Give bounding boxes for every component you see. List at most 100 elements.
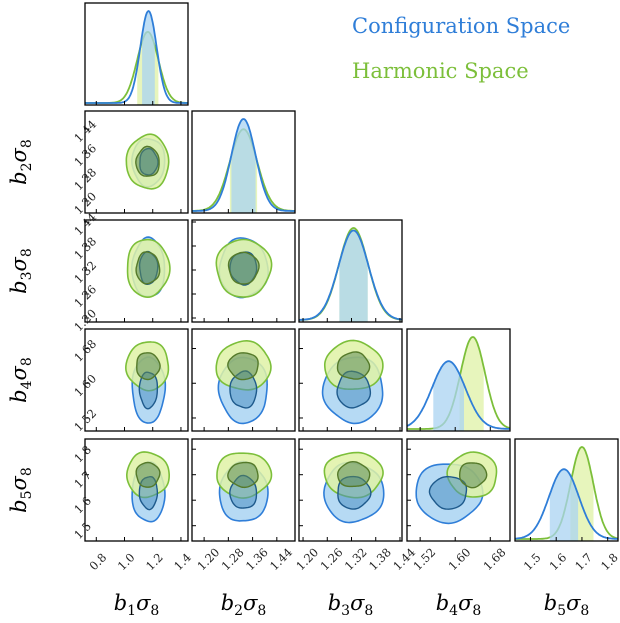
y-axis-title-4: b4σ8	[7, 357, 35, 403]
panel-2-2	[191, 110, 296, 214]
marginal-curve-configuration	[299, 229, 402, 321]
panel-5-3	[298, 438, 403, 542]
panel-frame	[298, 328, 403, 432]
marginal-fill-configuration	[339, 230, 368, 322]
y-tick-label: 1.28	[71, 165, 99, 193]
marginal-fill-configuration	[142, 11, 155, 105]
x-tick-label: 1.52	[410, 545, 438, 573]
x-tick-label: 0.8	[87, 550, 110, 573]
x-tick-label: 1.26	[318, 545, 346, 573]
y-axis-title-3: b3σ8	[7, 248, 35, 294]
x-tick-label: 1.8	[598, 550, 620, 573]
x-axis-title-3: b3σ8	[328, 591, 374, 619]
panel-4-3	[298, 328, 403, 432]
x-tick-label: 1.20	[194, 545, 222, 573]
panel-frame	[84, 438, 189, 542]
y-tick-label: 1.60	[71, 371, 99, 399]
y-tick-label: 1.20	[71, 306, 99, 334]
panel-4-4	[406, 328, 511, 432]
x-tick-label: 1.36	[243, 545, 271, 573]
x-tick-label: 1.4	[171, 550, 194, 573]
panel-5-2	[191, 438, 296, 542]
y-tick-label: 1.44	[71, 210, 99, 238]
marginal-fill-configuration	[231, 119, 256, 213]
y-tick-label: 1.38	[71, 234, 99, 262]
contour-68-harmonic	[227, 461, 259, 489]
panel-5-4	[406, 438, 511, 542]
panel-frame	[84, 110, 189, 214]
panel-4-1	[84, 328, 189, 432]
legend-harmonic: Harmonic Space	[352, 59, 529, 83]
y-tick-label: 1.8	[71, 442, 94, 465]
marginal-fill-configuration	[549, 469, 579, 541]
contour-68-harmonic	[336, 460, 371, 488]
panel-1-1	[84, 2, 189, 106]
contour-68-configuration	[428, 475, 468, 510]
marginal-curve-configuration	[85, 9, 188, 104]
x-tick-label: 1.20	[293, 545, 321, 573]
contour-68-harmonic	[458, 462, 488, 489]
y-axis-title-2: b2σ8	[7, 139, 35, 185]
contour-68-harmonic	[227, 251, 260, 285]
y-tick-label: 1.68	[71, 337, 99, 365]
y-axis-title-5: b5σ8	[7, 467, 35, 513]
contour-68-harmonic	[136, 352, 161, 381]
panel-frame	[191, 219, 296, 323]
panel-3-1	[84, 219, 189, 323]
panel-3-2	[191, 219, 296, 323]
contour-68-harmonic	[135, 145, 160, 177]
x-axis-title-2: b2σ8	[221, 591, 267, 619]
x-tick-label: 1.44	[267, 545, 295, 573]
panel-3-3	[298, 219, 403, 323]
x-tick-label: 1.68	[481, 545, 509, 573]
x-tick-label: 1.2	[143, 550, 166, 573]
y-tick-label: 1.26	[71, 282, 99, 310]
y-tick-label: 1.44	[71, 117, 99, 145]
panel-4-2	[191, 328, 296, 432]
panel-frame	[84, 219, 189, 323]
panel-frame	[191, 328, 296, 432]
legend-configuration: Configuration Space	[352, 14, 570, 38]
contour-68-harmonic	[227, 352, 259, 381]
panels	[84, 2, 619, 542]
axis-labels: 0.8 1.0 1.2 1.4 1.201.281.361.441.201.261.32…	[7, 117, 620, 619]
x-tick-label: 1.6	[546, 550, 569, 573]
y-tick-label: 1.36	[71, 141, 99, 169]
panel-frame	[298, 219, 403, 323]
contour-68-harmonic	[135, 461, 161, 488]
panel-frame	[191, 110, 296, 214]
marginal-fill-harmonic	[459, 337, 484, 431]
y-tick-label: 1.7	[71, 468, 94, 491]
x-tick-label: 1.28	[219, 545, 247, 573]
x-axis-title-1: b1σ8	[114, 591, 160, 619]
panel-frame	[84, 2, 189, 106]
marginal-curve-configuration	[515, 468, 618, 540]
marginal-curve-configuration	[407, 360, 510, 430]
contour-68-harmonic	[135, 251, 161, 285]
contour-68-harmonic	[336, 351, 371, 380]
marginal-fill-configuration	[433, 361, 464, 431]
panel-frame	[406, 438, 511, 542]
marginal-curve-configuration	[192, 118, 295, 212]
x-tick-label: 1.5	[521, 550, 544, 573]
x-axis-title-4: b4σ8	[436, 591, 482, 619]
x-tick-label: 1.7	[572, 550, 595, 573]
panel-frame	[514, 438, 619, 542]
panel-5-5	[514, 438, 619, 542]
panel-frame	[191, 438, 296, 542]
x-tick-label: 1.32	[342, 545, 370, 573]
x-tick-label: 1.38	[366, 545, 394, 573]
y-tick-label: 1.32	[71, 258, 99, 286]
panel-frame	[298, 438, 403, 542]
panel-frame	[84, 328, 189, 432]
x-tick-label: 1.0	[115, 550, 138, 573]
panel-5-1	[84, 438, 189, 542]
panel-2-1	[84, 110, 189, 214]
legend: Configuration Space Harmonic Space	[352, 14, 570, 83]
y-tick-label: 1.5	[71, 519, 94, 542]
panel-frame	[406, 328, 511, 432]
x-axis-title-5: b5σ8	[544, 591, 590, 619]
y-tick-label: 1.6	[71, 493, 94, 516]
x-tick-label: 1.60	[445, 545, 473, 573]
